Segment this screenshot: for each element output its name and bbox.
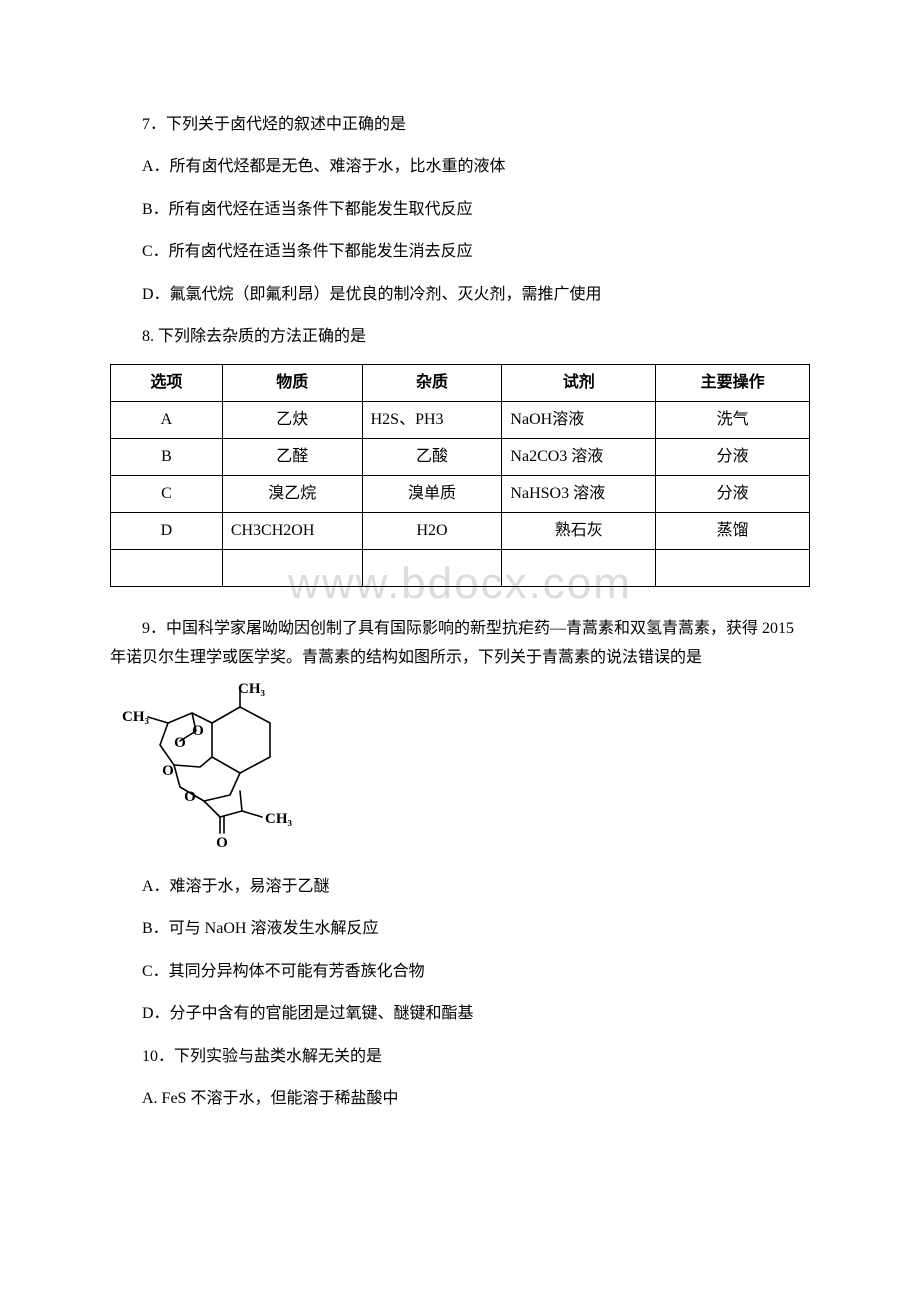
table-row: A 乙炔 H2S、PH3 NaOH溶液 洗气 [111,402,810,439]
label-ch3: CH₃ [238,683,266,697]
q7-option-d: D．氟氯代烷（即氟利昂）是优良的制冷剂、灭火剂，需推广使用 [110,280,810,310]
label-ch3: CH₃ [265,811,293,827]
table-header-row: 选项 物质 杂质 试剂 主要操作 [111,365,810,402]
table-row: B 乙醛 乙酸 Na2CO3 溶液 分液 [111,439,810,476]
q9-option-c: C．其同分异构体不可能有芳香族化合物 [110,957,810,987]
th-impurity: 杂质 [362,365,502,402]
th-operation: 主要操作 [656,365,810,402]
cell-option: C [111,476,223,513]
label-o: O [216,835,228,851]
artemisinin-structure: CH₃ CH₃ CH₃ O O O O O [120,683,810,858]
label-o: O [174,735,186,751]
q7-option-c: C．所有卤代烃在适当条件下都能发生消去反应 [110,237,810,267]
cell-substance: 溴乙烷 [222,476,362,513]
cell-impurity: 溴单质 [362,476,502,513]
cell-reagent: 熟石灰 [502,513,656,550]
cell-reagent: NaOH溶液 [502,402,656,439]
cell-impurity: 乙酸 [362,439,502,476]
cell-reagent: NaHSO3 溶液 [502,476,656,513]
cell-option: B [111,439,223,476]
cell-option: A [111,402,223,439]
label-o: O [192,723,204,739]
q7-stem: 7．下列关于卤代烃的叙述中正确的是 [110,110,810,140]
cell-substance: 乙炔 [222,402,362,439]
q9-stem: 9．中国科学家屠呦呦因创制了具有国际影响的新型抗疟药—青蒿素和双氢青蒿素，获得 … [110,615,810,673]
cell-substance: CH3CH2OH [222,513,362,550]
cell-substance: 乙醛 [222,439,362,476]
q9-option-b: B．可与 NaOH 溶液发生水解反应 [110,914,810,944]
cell-operation: 洗气 [656,402,810,439]
cell-operation: 蒸馏 [656,513,810,550]
table-row: C 溴乙烷 溴单质 NaHSO3 溶液 分液 [111,476,810,513]
table-row-empty [111,550,810,587]
label-ch3: CH₃ [122,709,150,725]
cell-operation: 分液 [656,476,810,513]
cell-reagent: Na2CO3 溶液 [502,439,656,476]
th-reagent: 试剂 [502,365,656,402]
cell-impurity: H2S、PH3 [362,402,502,439]
q10-option-a: A. FeS 不溶于水，但能溶于稀盐酸中 [110,1084,810,1114]
th-option: 选项 [111,365,223,402]
q9-option-d: D．分子中含有的官能团是过氧键、醚键和酯基 [110,999,810,1029]
q10-stem: 10．下列实验与盐类水解无关的是 [110,1042,810,1072]
table-row: D CH3CH2OH H2O 熟石灰 蒸馏 [111,513,810,550]
q9-option-a: A．难溶于水，易溶于乙醚 [110,872,810,902]
q8-stem: 8. 下列除去杂质的方法正确的是 [110,322,810,352]
q8-table: 选项 物质 杂质 试剂 主要操作 A 乙炔 H2S、PH3 NaOH溶液 洗气 … [110,364,810,587]
label-o: O [184,789,196,805]
q7-option-a: A．所有卤代烃都是无色、难溶于水，比水重的液体 [110,152,810,182]
cell-impurity: H2O [362,513,502,550]
q7-option-b: B．所有卤代烃在适当条件下都能发生取代反应 [110,195,810,225]
th-substance: 物质 [222,365,362,402]
label-o: O [162,763,174,779]
cell-option: D [111,513,223,550]
cell-operation: 分液 [656,439,810,476]
